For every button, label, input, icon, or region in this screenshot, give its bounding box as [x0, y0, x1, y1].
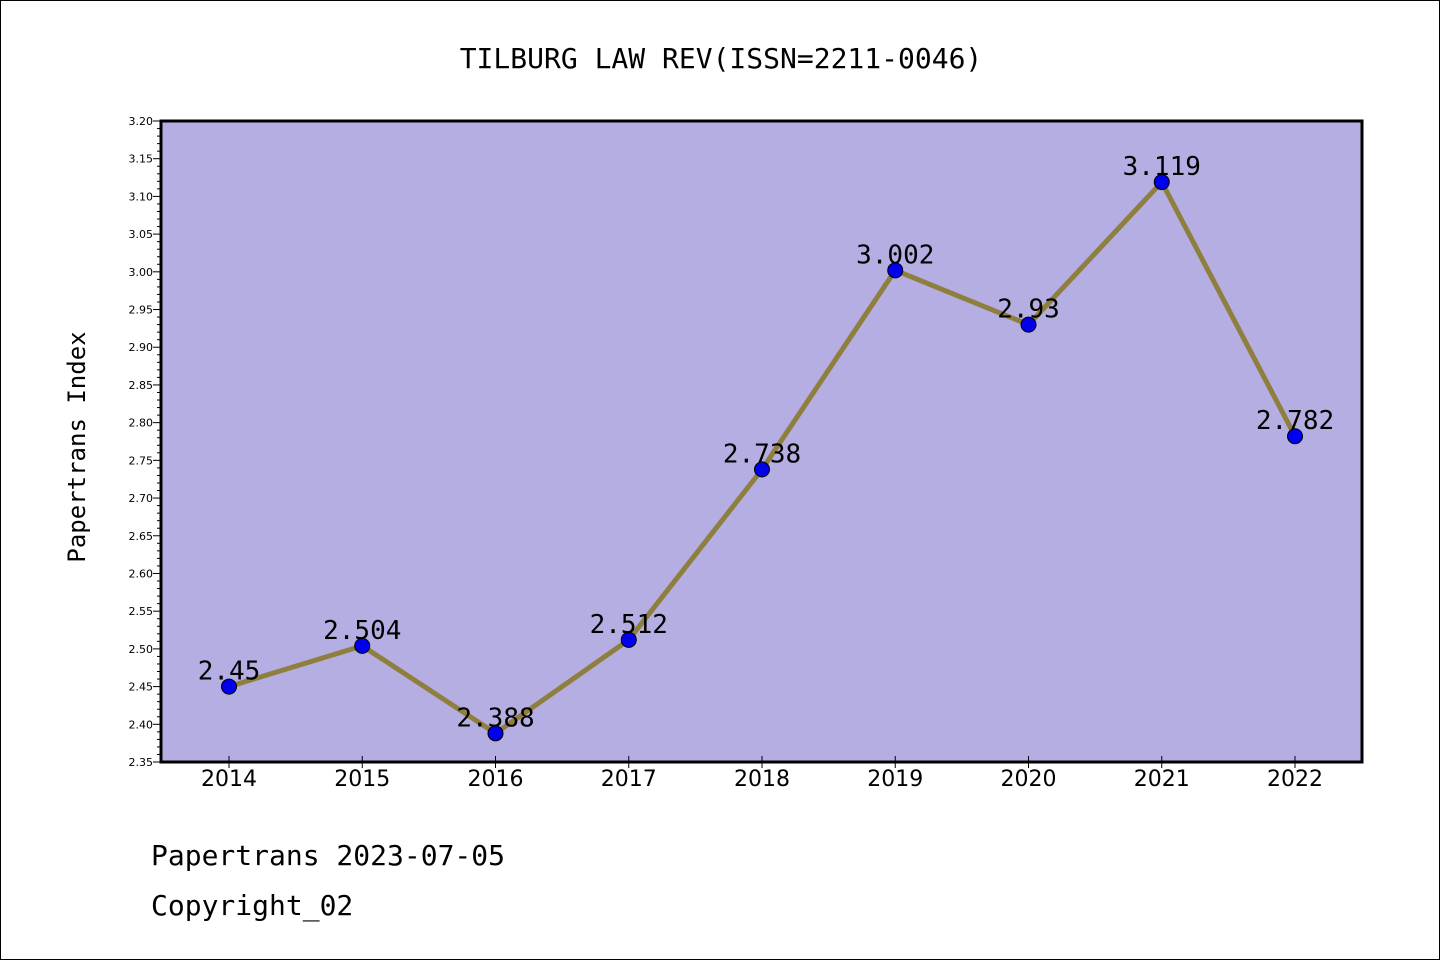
x-tick-label: 2015 [334, 767, 390, 792]
y-tick-label: 3.20 [129, 115, 154, 128]
data-label: 3.119 [1123, 152, 1201, 182]
y-tick-label: 2.80 [129, 417, 154, 430]
chart-title: TILBURG LAW REV(ISSN=2211-0046) [460, 42, 983, 75]
y-tick-label: 2.95 [129, 304, 154, 317]
y-tick-label: 3.05 [129, 228, 154, 241]
x-tick-label: 2016 [468, 767, 524, 792]
data-point [1287, 428, 1303, 445]
data-label: 2.512 [590, 610, 668, 640]
y-tick-label: 3.10 [129, 190, 154, 203]
x-axis-ticks: 2014 2015 2016 2017 2018 2019 2020 2021 2022 [201, 756, 1323, 792]
footer-date: Papertrans 2023-07-05 [151, 839, 505, 872]
y-tick-label: 2.55 [129, 605, 154, 618]
y-axis-label: Papertrans Index [63, 331, 91, 562]
data-point [354, 637, 371, 654]
x-tick-label: 2021 [1134, 767, 1190, 792]
y-tick-label: 2.75 [129, 454, 154, 467]
data-point [1020, 316, 1037, 333]
plot-border [159, 119, 1364, 764]
y-tick-label: 2.45 [129, 681, 154, 694]
y-tick-label: 3.15 [129, 153, 154, 166]
data-label: 2.93 [997, 295, 1060, 325]
y-tick-label: 2.50 [129, 643, 154, 656]
data-point [221, 678, 237, 695]
data-point [887, 262, 904, 279]
x-tick-label: 2020 [1001, 767, 1057, 792]
data-point [487, 725, 504, 742]
data-point [754, 461, 770, 478]
data-label: 2.738 [723, 439, 801, 469]
data-point [1153, 174, 1170, 191]
data-label: 3.002 [856, 240, 934, 270]
y-tick-label: 2.60 [129, 567, 154, 580]
data-label: 2.504 [323, 616, 401, 646]
plot-area [161, 121, 1362, 762]
x-tick-label: 2022 [1267, 767, 1323, 792]
footer-copyright: Copyright_02 [151, 889, 353, 923]
x-tick-label: 2019 [867, 767, 923, 792]
y-tick-label: 2.90 [129, 341, 154, 354]
x-tick-label: 2014 [201, 767, 257, 792]
y-tick-label: 2.35 [129, 756, 154, 769]
data-label: 2.388 [456, 703, 534, 733]
y-tick-label: 2.70 [129, 492, 154, 505]
x-tick-label: 2017 [601, 767, 657, 792]
y-tick-label: 2.65 [129, 530, 154, 543]
y-tick-label: 2.85 [129, 379, 154, 392]
series-papertrans-index: 2.45 2.504 2.388 2.512 2.738 3.002 2.93 3.119 2.… [198, 152, 1334, 742]
y-tick-label: 3.00 [129, 266, 154, 279]
data-label: 2.45 [198, 657, 261, 687]
data-point [620, 631, 637, 648]
x-tick-label: 2018 [734, 767, 790, 792]
data-label: 2.782 [1256, 406, 1334, 436]
y-axis-ticks: 2.35 2.40 2.45 2.50 2.55 2.60 2.65 2.70 2.75 2.80… [129, 115, 161, 769]
y-tick-label: 2.40 [129, 718, 154, 731]
